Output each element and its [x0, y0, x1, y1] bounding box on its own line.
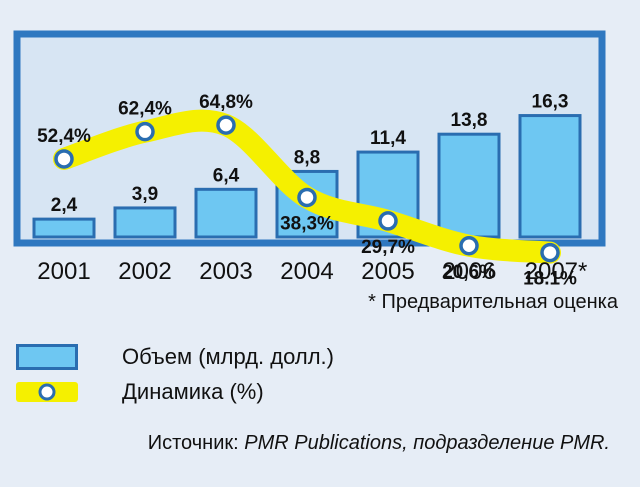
legend-label-dynamics: Динамика (%) [122, 379, 264, 404]
x-tick-label: 2007* [525, 258, 588, 285]
legend-item-volume: Объем (млрд. долл.) [16, 342, 334, 372]
x-tick-label: 2002 [118, 258, 171, 285]
bar [32, 217, 96, 239]
bar-value-label: 2,4 [51, 195, 78, 216]
bar-value-label: 16,3 [532, 92, 569, 113]
bar-value-label: 3,9 [132, 184, 158, 205]
line-point [540, 242, 560, 263]
line-value-label: 29,7% [361, 237, 415, 258]
line-point [216, 115, 236, 135]
line-point [378, 211, 398, 231]
bar-value-label: 13,8 [451, 110, 488, 131]
bar-value-label: 6,4 [213, 165, 240, 186]
line-point [297, 187, 317, 208]
x-tick-label: 2005 [361, 258, 414, 285]
line-point [54, 149, 74, 169]
legend-item-dynamics: Динамика (%) [16, 377, 264, 407]
line-value-label: 52,4% [37, 126, 91, 147]
line-value-label: 64,8% [199, 92, 253, 113]
source-prefix: Источник: [147, 432, 245, 454]
bar [518, 114, 582, 239]
source-text: PMR Publications, подразделение PMR. [244, 432, 610, 454]
chart-area: 2,4 3,9 6,4 8,8 11,4 13,8 16,3 52,4% 62,4% 64,8% 3… [13, 30, 606, 290]
bar [194, 187, 258, 239]
bar [437, 132, 501, 239]
source-note: Источник: PMR Publications, подразделени… [148, 432, 610, 455]
bar [113, 206, 177, 239]
line-value-label: 62,4% [118, 99, 172, 120]
line-value-label: 20,6% [442, 262, 496, 283]
footnote: * Предварительная оценка [368, 291, 618, 313]
x-tick-label: 2004 [280, 258, 333, 285]
line-value-label: 18.1% [523, 269, 577, 290]
x-tick-label: 2001 [37, 258, 90, 285]
x-tick-label: 2006 [442, 258, 495, 285]
legend-swatch-line [16, 382, 78, 402]
data-labels: 2,4 3,9 6,4 8,8 11,4 13,8 16,3 52,4% 62,4% 64,8% 3… [37, 92, 577, 290]
legend-label-volume: Объем (млрд. долл.) [122, 344, 334, 369]
bar-value-label: 8,8 [294, 147, 320, 168]
bar-value-label: 11,4 [370, 128, 406, 149]
line-point [459, 236, 479, 256]
x-axis-ticks: 2001 2002 2003 2004 2005 2006 2007* [37, 258, 587, 285]
line-value-label: 38,3% [280, 213, 334, 234]
line-point [135, 121, 155, 142]
legend-swatch-bar [16, 344, 78, 370]
x-tick-label: 2003 [199, 258, 252, 285]
line-series [53, 109, 561, 264]
